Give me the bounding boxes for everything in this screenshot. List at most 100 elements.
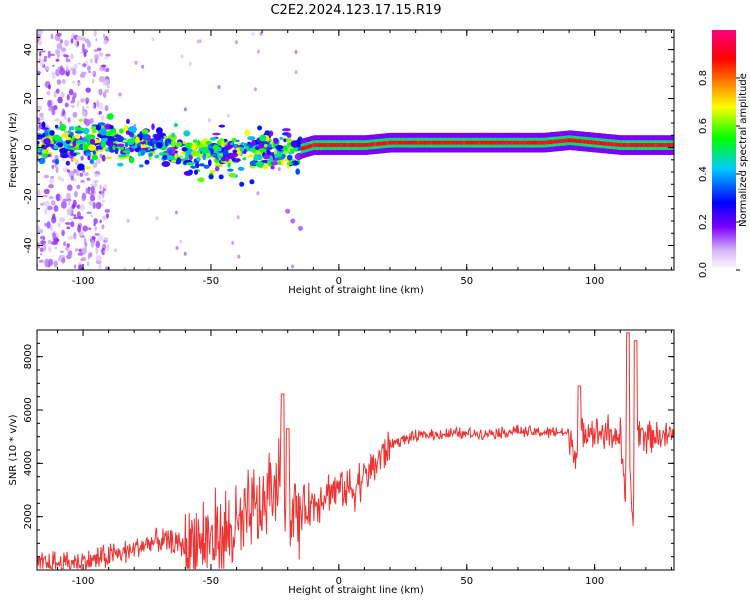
heatmap-speckle bbox=[42, 195, 48, 198]
colorbar-label: Normalized spectral amplitude bbox=[738, 73, 749, 227]
heatmap-blob bbox=[203, 164, 210, 169]
heatmap-speckle bbox=[52, 232, 56, 240]
heatmap-ridge-core bbox=[596, 140, 599, 145]
heatmap-speckle bbox=[155, 216, 159, 221]
heatmap-speckle bbox=[50, 33, 54, 40]
heatmap-ridge-core bbox=[492, 140, 495, 145]
heatmap-ridge-core bbox=[658, 143, 661, 147]
heatmap-ridge-core bbox=[538, 140, 541, 145]
heatmap-speckle bbox=[52, 64, 55, 67]
heatmap-speckle bbox=[59, 250, 64, 253]
heatmap-ridge-core bbox=[519, 140, 522, 145]
heatmap-blob bbox=[286, 142, 292, 146]
heatmap-blob bbox=[99, 128, 107, 136]
heatmap-speckle bbox=[77, 62, 81, 65]
heatmap-blob bbox=[247, 136, 256, 141]
heatmap-speckle bbox=[103, 250, 106, 254]
heatmap-ridge-core bbox=[601, 141, 604, 146]
heatmap-ridge-core bbox=[640, 143, 643, 147]
heatmap-ridge-core bbox=[558, 139, 562, 144]
heatmap-ridge-core bbox=[503, 140, 507, 145]
heatmap-ridge-core bbox=[552, 139, 555, 144]
heatmap-speckle bbox=[103, 33, 106, 38]
snr-x-label: Height of straight line (km) bbox=[288, 585, 424, 596]
heatmap-speckle bbox=[68, 89, 74, 96]
heatmap-ridge-core bbox=[361, 143, 365, 147]
heatmap-ridge-core bbox=[616, 142, 619, 147]
heatmap-ridge-core bbox=[543, 140, 546, 145]
heatmap-ridge-core bbox=[340, 143, 343, 147]
heatmap-blob bbox=[82, 127, 90, 135]
heatmap-ridge-core bbox=[534, 140, 537, 145]
heatmap-speckle bbox=[47, 99, 52, 108]
y-tick-label: 4000 bbox=[23, 451, 34, 476]
heatmap-ridge-core bbox=[520, 140, 523, 145]
heatmap-speckle bbox=[46, 221, 51, 229]
heatmap-blob bbox=[228, 152, 233, 158]
heatmap-speckle bbox=[73, 168, 77, 174]
heatmap-ridge-core bbox=[480, 140, 484, 145]
heatmap-speckle bbox=[55, 166, 59, 174]
heatmap-speckle bbox=[62, 198, 68, 202]
heatmap-ridge-core bbox=[439, 140, 443, 145]
heatmap-ridge-core bbox=[488, 140, 491, 145]
heatmap-blob bbox=[268, 130, 274, 137]
heatmap-blob bbox=[49, 130, 55, 136]
heatmap-ridge-core bbox=[323, 143, 326, 147]
spectrogram-x-axis: -100 -50 0 50 100 bbox=[56, 30, 672, 287]
heatmap-speckle bbox=[68, 218, 74, 221]
heatmap-blob bbox=[90, 126, 97, 130]
heatmap-ridge-core bbox=[349, 143, 352, 147]
heatmap-speckle bbox=[65, 56, 69, 63]
heatmap-blob bbox=[218, 174, 224, 180]
heatmap-speckle bbox=[53, 240, 58, 246]
heatmap-speckle bbox=[88, 200, 94, 206]
heatmap-blob bbox=[236, 139, 240, 143]
heatmap-ridge-core bbox=[400, 140, 403, 145]
heatmap-ridge-core bbox=[447, 140, 450, 145]
heatmap-speckle bbox=[38, 48, 41, 52]
heatmap-speckle bbox=[104, 89, 110, 93]
heatmap-ridge-core bbox=[548, 140, 551, 145]
heatmap-ridge-core bbox=[562, 138, 565, 143]
heatmap-speckle bbox=[188, 61, 192, 66]
heatmap-ridge-core bbox=[647, 143, 650, 147]
x-tick-label: 100 bbox=[585, 576, 604, 587]
heatmap-ridge-core bbox=[532, 140, 535, 145]
heatmap-speckle bbox=[55, 48, 61, 55]
heatmap-ridge-core bbox=[358, 143, 361, 147]
x-tick-label: 0 bbox=[336, 276, 342, 287]
heatmap-ridge-core bbox=[657, 143, 660, 147]
heatmap-blob bbox=[221, 156, 226, 162]
heatmap-blob bbox=[69, 131, 74, 137]
heatmap-ridge-core bbox=[448, 140, 452, 145]
heatmap-blob bbox=[123, 125, 129, 132]
heatmap-ridge-core bbox=[661, 143, 664, 147]
heatmap-blob bbox=[253, 156, 259, 161]
heatmap-ridge-core bbox=[489, 140, 492, 145]
heatmap-ridge-core bbox=[431, 140, 434, 145]
heatmap-speckle bbox=[37, 225, 40, 230]
heatmap-ridge-core bbox=[567, 138, 570, 143]
heatmap-speckle bbox=[98, 110, 103, 115]
heatmap-speckle bbox=[77, 81, 81, 86]
heatmap-ridge-core bbox=[580, 139, 583, 144]
heatmap-ridge-core bbox=[359, 143, 362, 147]
heatmap-ridge-core bbox=[575, 138, 578, 143]
heatmap-ridge-core bbox=[672, 143, 674, 147]
heatmap-speckle bbox=[60, 47, 67, 52]
heatmap-speckle bbox=[99, 153, 103, 159]
heatmap-blob bbox=[89, 138, 96, 145]
heatmap-speckle bbox=[90, 194, 96, 202]
heatmap-speckle bbox=[86, 211, 92, 214]
heatmap-ridge-core bbox=[542, 140, 545, 145]
heatmap-speckle bbox=[55, 88, 60, 94]
heatmap-blob bbox=[116, 143, 125, 148]
heatmap-ridge-core bbox=[335, 143, 338, 147]
heatmap-speckle bbox=[104, 56, 108, 60]
heatmap-speckle bbox=[94, 54, 99, 61]
heatmap-blob bbox=[42, 144, 45, 148]
heatmap-ridge-core bbox=[350, 143, 353, 147]
heatmap-speckle bbox=[175, 246, 179, 250]
heatmap-ridge-core bbox=[530, 140, 533, 145]
